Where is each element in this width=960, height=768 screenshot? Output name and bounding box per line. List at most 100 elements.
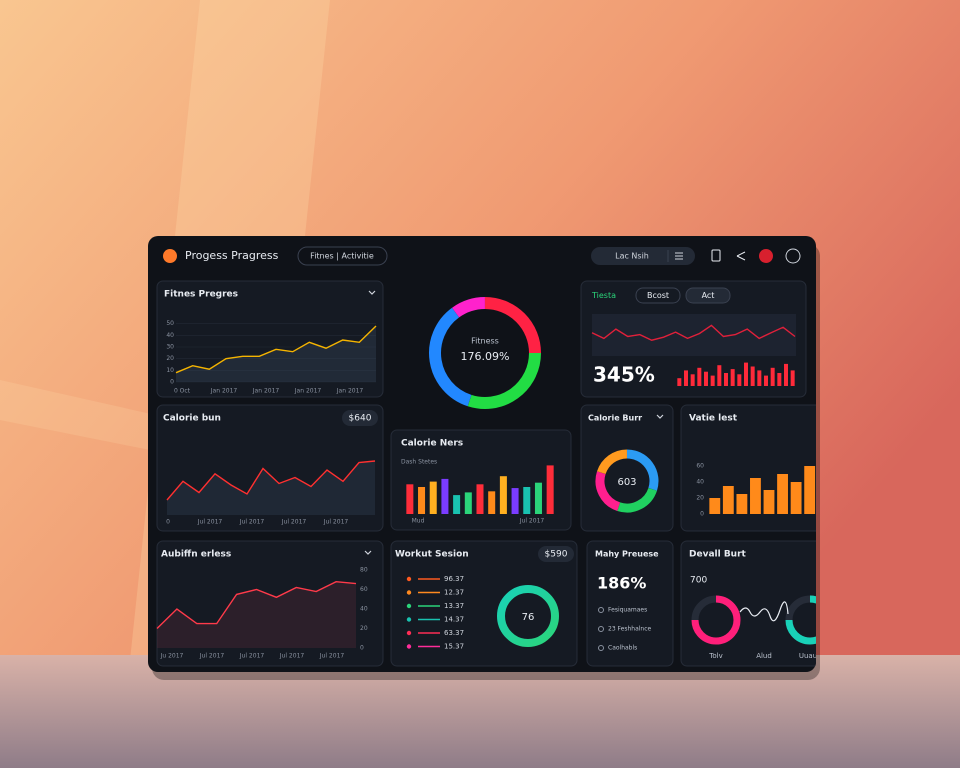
bar	[684, 370, 688, 386]
line	[156, 580, 357, 629]
x-tick-label: Jul 2017	[197, 519, 223, 526]
row-value: 14.37	[444, 616, 464, 624]
chevron[interactable]	[364, 550, 372, 555]
ring	[497, 585, 559, 647]
settings-icon[interactable]	[785, 248, 801, 264]
bar	[453, 495, 461, 514]
row-dot	[406, 576, 412, 582]
donut-segment	[467, 352, 541, 409]
badge-text: $590	[545, 550, 568, 560]
big-value: 700	[690, 576, 707, 586]
panel-title: Calorie Burr	[588, 414, 642, 423]
bar	[406, 484, 414, 514]
y-tick-label: 80	[360, 567, 368, 574]
row-value: 63.37	[444, 629, 464, 637]
y-tick-label: 40	[166, 332, 174, 339]
bar	[534, 482, 542, 514]
chevron[interactable]	[656, 414, 664, 419]
row-value: 96.37	[444, 575, 464, 583]
tab-label: Tiesta	[591, 291, 616, 300]
panel-title: Calorie Ners	[401, 439, 463, 449]
x-tick-label: Jul 2017	[199, 653, 225, 660]
bar	[722, 486, 734, 514]
bar	[704, 371, 708, 386]
item-icon	[598, 626, 604, 632]
x-tick-label: Jul 2017	[323, 519, 349, 526]
bar	[710, 375, 715, 386]
bar	[804, 466, 816, 514]
line	[591, 324, 796, 341]
share-icon[interactable]	[736, 251, 746, 261]
tab[interactable]	[635, 287, 681, 304]
row-dot	[406, 603, 412, 609]
donut-label: Fitness	[471, 337, 499, 346]
x-tick-label: 0	[166, 519, 170, 526]
x-tick-label: 0 Oct	[174, 388, 191, 395]
avatar[interactable]	[759, 249, 773, 263]
ring-value: 76	[522, 612, 535, 623]
donut-segment	[597, 449, 628, 475]
tab-text: Fitnes | Activitie	[310, 252, 374, 261]
area	[157, 581, 356, 648]
panel-title: Calorie bun	[163, 414, 221, 424]
panel-subtitle: Dash Stetes	[401, 459, 437, 466]
bar	[784, 363, 788, 386]
bar	[730, 369, 735, 386]
x-tick-label: Tolv	[708, 652, 722, 660]
x-tick-label: Jul 2017	[239, 519, 265, 526]
doc-icon[interactable]	[711, 249, 721, 262]
wave	[739, 601, 789, 622]
x-tick-label: Jan 2017	[210, 388, 238, 395]
panel-title: Aubiffn erless	[161, 550, 231, 560]
y-tick-label: 0	[170, 379, 174, 386]
x-tick-label: Jul 2017	[279, 653, 305, 660]
row-dot	[406, 590, 412, 595]
bar	[763, 490, 775, 514]
bar	[697, 367, 702, 386]
row-value: 13.37	[444, 602, 464, 610]
bar	[511, 488, 519, 514]
card	[156, 540, 384, 667]
x-tick-label: Jul 2017	[519, 518, 545, 525]
chevron[interactable]	[368, 290, 376, 295]
y-tick-label: 30	[166, 344, 174, 351]
card	[586, 540, 674, 667]
search-pill[interactable]	[591, 247, 695, 265]
big-value: 345%	[593, 363, 655, 387]
donut-segment	[595, 471, 621, 511]
ring-progress	[691, 595, 741, 645]
donut-value: 176.09%	[461, 350, 510, 363]
row-dot	[406, 644, 412, 649]
badge-text: $640	[349, 414, 372, 424]
panel-title: Vatie lest	[689, 414, 738, 424]
y-tick-label: 10	[166, 367, 174, 374]
y-tick-label: 60	[696, 463, 704, 470]
item-text: Caolhabls	[608, 645, 637, 652]
x-tick-label: Jan 2017	[294, 388, 322, 395]
tab-pill[interactable]	[297, 246, 388, 266]
y-tick-label: 0	[360, 645, 364, 652]
bar	[523, 487, 531, 514]
tab[interactable]	[685, 287, 731, 304]
bar	[464, 492, 472, 514]
x-tick-label: Jul 2017	[239, 653, 265, 660]
donut-segment	[429, 307, 472, 407]
bar	[709, 498, 721, 514]
bar	[724, 373, 728, 386]
menu-icon[interactable]	[675, 252, 683, 260]
bar	[757, 370, 762, 386]
x-tick-label: Jul 2017	[319, 653, 345, 660]
search-text: Lac Nsih	[615, 252, 649, 261]
x-tick-label: Ju 2017	[160, 653, 184, 660]
panel-title: Fitnes Pregres	[164, 290, 238, 300]
y-tick-label: 0	[700, 511, 704, 518]
item-icon	[598, 607, 604, 613]
big-value: 186%	[597, 574, 646, 593]
card	[156, 280, 384, 398]
bar	[441, 478, 449, 514]
item-text: Fesiquamaes	[608, 607, 647, 614]
bar	[717, 365, 722, 386]
card	[390, 540, 578, 667]
bar	[429, 481, 437, 514]
bar	[418, 487, 426, 514]
